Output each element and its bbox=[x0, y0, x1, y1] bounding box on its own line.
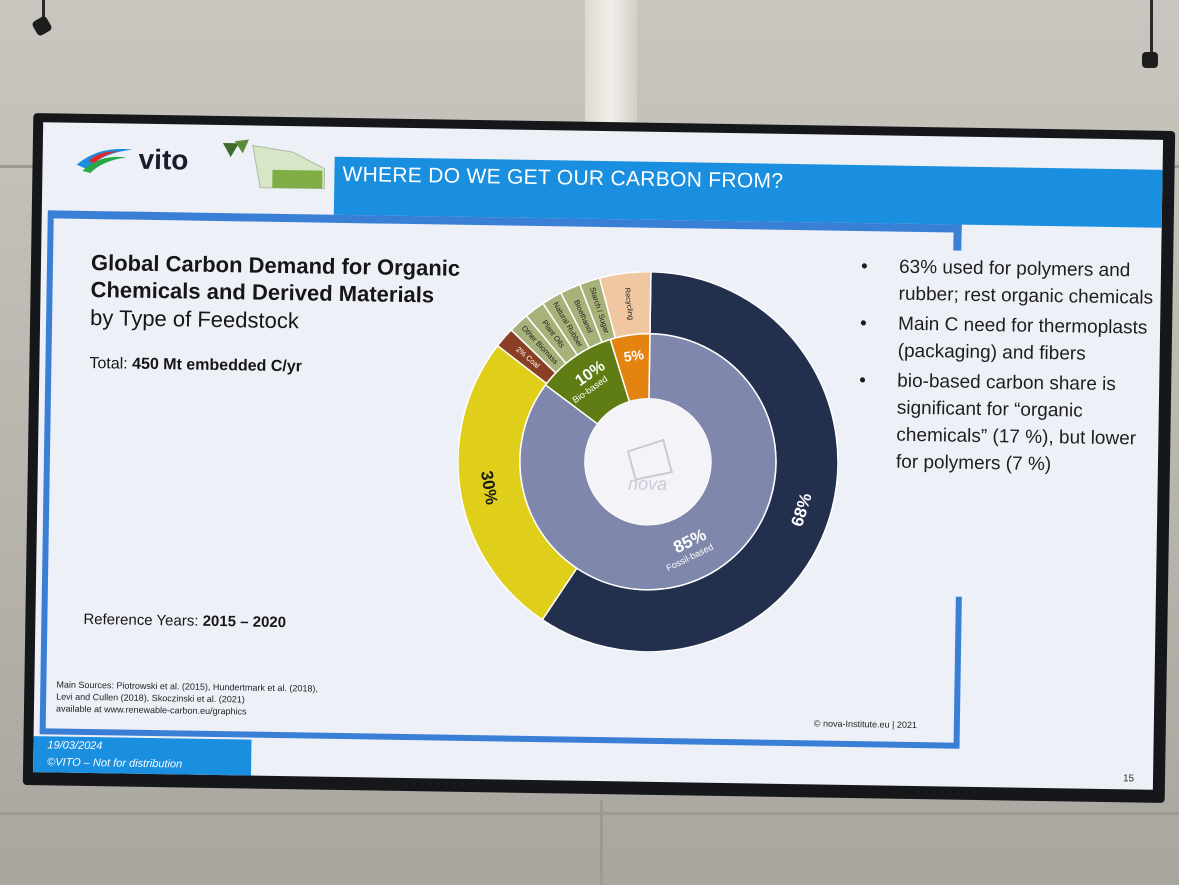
wall-pillar bbox=[585, 0, 637, 140]
lamp-right bbox=[1142, 52, 1158, 68]
outer-label-recycling-8: Recycling bbox=[623, 287, 636, 320]
chart-subtitle: by Type of Feedstock bbox=[89, 304, 300, 334]
vito-logo-icon bbox=[76, 149, 133, 173]
vito-logo-text: vito bbox=[138, 143, 189, 176]
lamp-rod-right bbox=[1150, 0, 1153, 52]
slide: WHERE DO WE GET OUR CARBON FROM? vito Gl… bbox=[32, 122, 1164, 790]
footer-note: ©VITO – Not for distribution bbox=[47, 756, 183, 771]
frame-line-top-end bbox=[953, 224, 962, 251]
inner-ring bbox=[519, 333, 777, 591]
inner-label-recycling: 5% bbox=[623, 346, 646, 365]
wall-seam-bottom bbox=[0, 812, 1179, 815]
nova-watermark-icon bbox=[626, 438, 674, 481]
bullet-3: bio-based carbon share is significant fo… bbox=[858, 367, 1160, 480]
reference-value: 2015 – 2020 bbox=[202, 612, 287, 632]
total-line: Total: 450 Mt embedded C/yr bbox=[89, 355, 302, 376]
total-value: 450 Mt embedded C/yr bbox=[131, 355, 303, 376]
nova-credit: © nova-Institute.eu | 2021 bbox=[813, 718, 917, 731]
frame-line-left bbox=[39, 210, 54, 731]
chart-title: Global Carbon Demand for Organic Chemica… bbox=[90, 249, 460, 309]
wall-seam-vertical bbox=[600, 800, 603, 885]
page-number: 15 bbox=[1122, 773, 1135, 785]
bullet-1: 63% used for polymers and rubber; rest o… bbox=[860, 253, 1161, 312]
reference-label: Reference Years: bbox=[83, 610, 199, 630]
bullet-2: Main C need for thermoplasts (packaging)… bbox=[860, 310, 1161, 369]
total-label: Total: bbox=[89, 354, 128, 373]
chart-title-line-2: Chemicals and Derived Materials bbox=[90, 276, 435, 308]
bullet-list: 63% used for polymers and rubber; rest o… bbox=[858, 253, 1161, 483]
nova-watermark-text: nova bbox=[628, 473, 667, 494]
tv-frame: WHERE DO WE GET OUR CARBON FROM? vito Gl… bbox=[22, 113, 1176, 803]
plant-flask-icon bbox=[222, 139, 326, 190]
footer-date: 19/03/2024 bbox=[47, 739, 103, 753]
reference-years: Reference Years: 2015 – 2020 bbox=[83, 611, 286, 631]
frame-line-right bbox=[953, 596, 962, 747]
sources: Main Sources: Piotrowski et al. (2015), … bbox=[56, 679, 318, 719]
chart-center-hole bbox=[584, 398, 711, 525]
lamp-rod-left bbox=[42, 0, 45, 20]
